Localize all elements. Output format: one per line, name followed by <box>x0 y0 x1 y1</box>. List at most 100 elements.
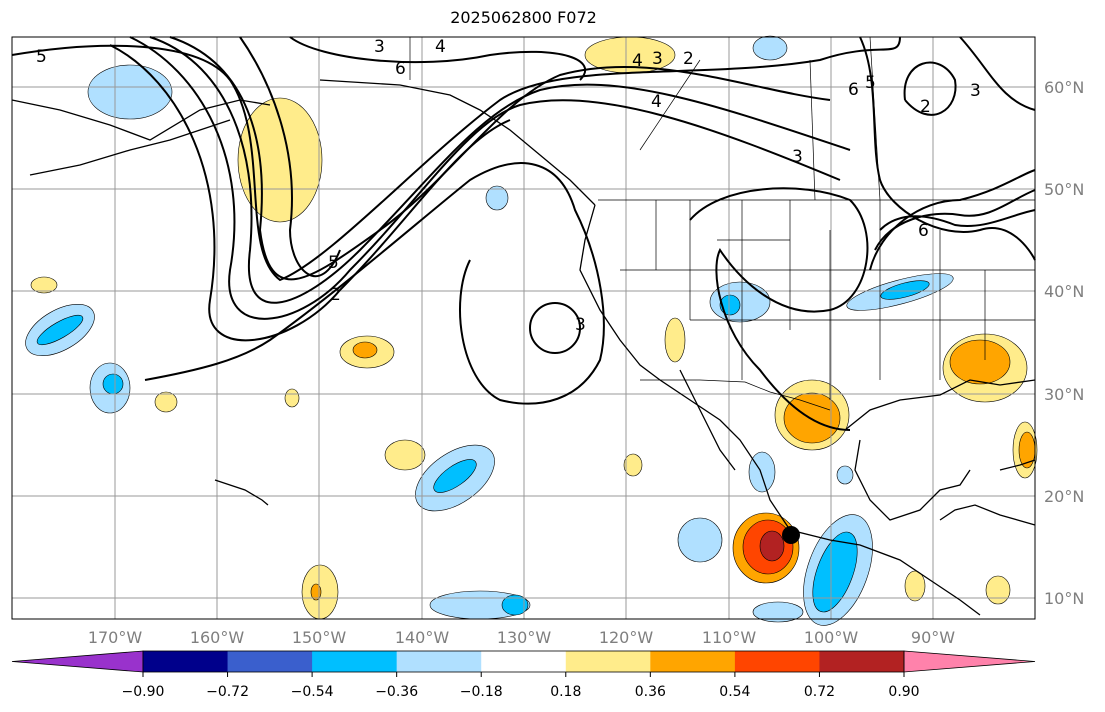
contour-label: 5 <box>865 73 876 93</box>
positive-anomaly <box>284 388 300 408</box>
contour-label: 3 <box>970 81 981 101</box>
contour-line <box>11 36 901 282</box>
contour-line <box>874 189 1036 251</box>
contour-label: 4 <box>651 92 662 112</box>
contour-closed-low <box>529 302 581 354</box>
contour-line <box>144 162 605 405</box>
strong-negative-anomaly <box>719 294 741 316</box>
storm-center-dot <box>782 526 800 544</box>
negative-anomaly <box>87 64 173 120</box>
cuba-coast <box>999 459 1036 471</box>
strong-positive-anomaly <box>783 392 841 444</box>
colorbar-segment <box>565 651 651 672</box>
lon-label: 100°W <box>804 628 859 647</box>
strong-negative-anomaly <box>102 373 124 395</box>
colorbar-segment <box>819 651 905 672</box>
negative-anomaly <box>752 601 804 623</box>
colorbar-tick-label: −0.72 <box>206 684 249 700</box>
lat-label: 60°N <box>1044 78 1084 97</box>
contour-label: 6 <box>918 221 929 241</box>
contour-label: 4 <box>632 51 643 71</box>
contour-label: 3 <box>374 37 385 57</box>
map-title: 2025062800 F072 <box>450 8 597 27</box>
lon-label: 170°W <box>88 628 143 647</box>
strong-negative-anomaly <box>501 594 529 616</box>
strong-negative-anomaly <box>880 280 930 300</box>
positive-anomaly <box>664 317 686 363</box>
colorbar-tick-label: 0.54 <box>719 684 750 700</box>
contour-label: 6 <box>848 80 859 100</box>
storm-anomaly-core <box>759 530 785 562</box>
contour-line <box>689 187 869 431</box>
baja-california <box>679 369 736 471</box>
latitude-labels: 60°N 50°N 40°N 30°N 20°N 10°N <box>1044 78 1084 608</box>
lon-label: 120°W <box>599 628 654 647</box>
contour-line <box>239 36 341 277</box>
contour-label: 6 <box>395 59 406 79</box>
colorbar-extend-high <box>903 650 1036 673</box>
colorbar <box>11 650 1036 673</box>
contour-label: 2 <box>330 285 341 305</box>
gulf-of-alaska-coast <box>319 79 596 206</box>
negative-anomaly <box>485 185 509 211</box>
positive-anomaly <box>623 453 643 477</box>
strong-negative-anomaly <box>433 459 477 493</box>
colorbar-segment <box>143 651 229 672</box>
colorbar-frame <box>142 650 905 673</box>
contour-line <box>903 61 957 116</box>
colorbar-tick-label: 0.36 <box>635 684 666 700</box>
contour-line <box>859 36 1036 261</box>
lat-label: 20°N <box>1044 487 1084 506</box>
colorbar-extend-low <box>11 650 144 673</box>
positive-anomaly <box>237 97 323 223</box>
lat-label: 10°N <box>1044 589 1084 608</box>
strong-positive-anomaly <box>352 341 378 359</box>
strong-negative-anomaly <box>812 531 858 613</box>
colorbar-segment <box>650 651 736 672</box>
lat-label: 50°N <box>1044 180 1084 199</box>
colorbar-tick-label: −0.54 <box>291 684 334 700</box>
colorbar-tick-label: −0.18 <box>460 684 503 700</box>
lon-label: 140°W <box>395 628 450 647</box>
colorbar-segment <box>734 651 820 672</box>
negative-anomaly <box>752 35 788 61</box>
west-coast-america <box>579 204 981 616</box>
gulf-of-mexico-coast <box>854 439 971 521</box>
lon-label: 130°W <box>497 628 552 647</box>
positive-anomaly <box>154 391 178 413</box>
lon-label: 110°W <box>702 628 757 647</box>
colorbar-tick-label: 0.72 <box>804 684 835 700</box>
contour-label: 5 <box>36 47 47 67</box>
strong-negative-anomaly <box>36 314 84 346</box>
lon-label: 90°W <box>911 628 955 647</box>
contour-label: 2 <box>920 97 931 117</box>
graticule <box>12 37 1035 619</box>
caribbean-coast <box>939 504 1036 526</box>
negative-anomaly <box>748 451 776 493</box>
contour-labels: 5 3 4 6 4 3 2 4 3 6 5 2 3 6 5 2 3 <box>36 37 981 335</box>
lon-label: 150°W <box>292 628 347 647</box>
us-mexico-border <box>640 379 831 411</box>
colorbar-segment <box>227 651 313 672</box>
positive-anomaly <box>30 276 58 294</box>
longitude-labels: 170°W 160°W 150°W 140°W 130°W 120°W 110°… <box>88 628 955 647</box>
positive-anomaly <box>904 570 926 602</box>
contour-label: 5 <box>328 253 339 273</box>
colorbar-tick-label: 0.90 <box>888 684 919 700</box>
height-contours <box>11 36 1036 431</box>
aleutian-islands <box>29 119 231 176</box>
colorbar-tick-label: 0.18 <box>550 684 581 700</box>
map-frame <box>11 36 1036 620</box>
contour-line <box>109 44 511 342</box>
positive-anomaly <box>384 439 426 471</box>
contour-label: 2 <box>683 49 694 69</box>
contour-line <box>129 36 841 320</box>
colorbar-segment <box>312 651 398 672</box>
lon-label: 160°W <box>190 628 245 647</box>
negative-anomaly <box>677 517 723 563</box>
colorbar-ticks: −0.90 −0.72 −0.54 −0.36 −0.18 0.18 0.36 0.54 0.7… <box>122 672 920 700</box>
gulf-coast <box>844 379 1036 431</box>
contour-label: 3 <box>792 147 803 167</box>
contour-line <box>959 36 1036 111</box>
